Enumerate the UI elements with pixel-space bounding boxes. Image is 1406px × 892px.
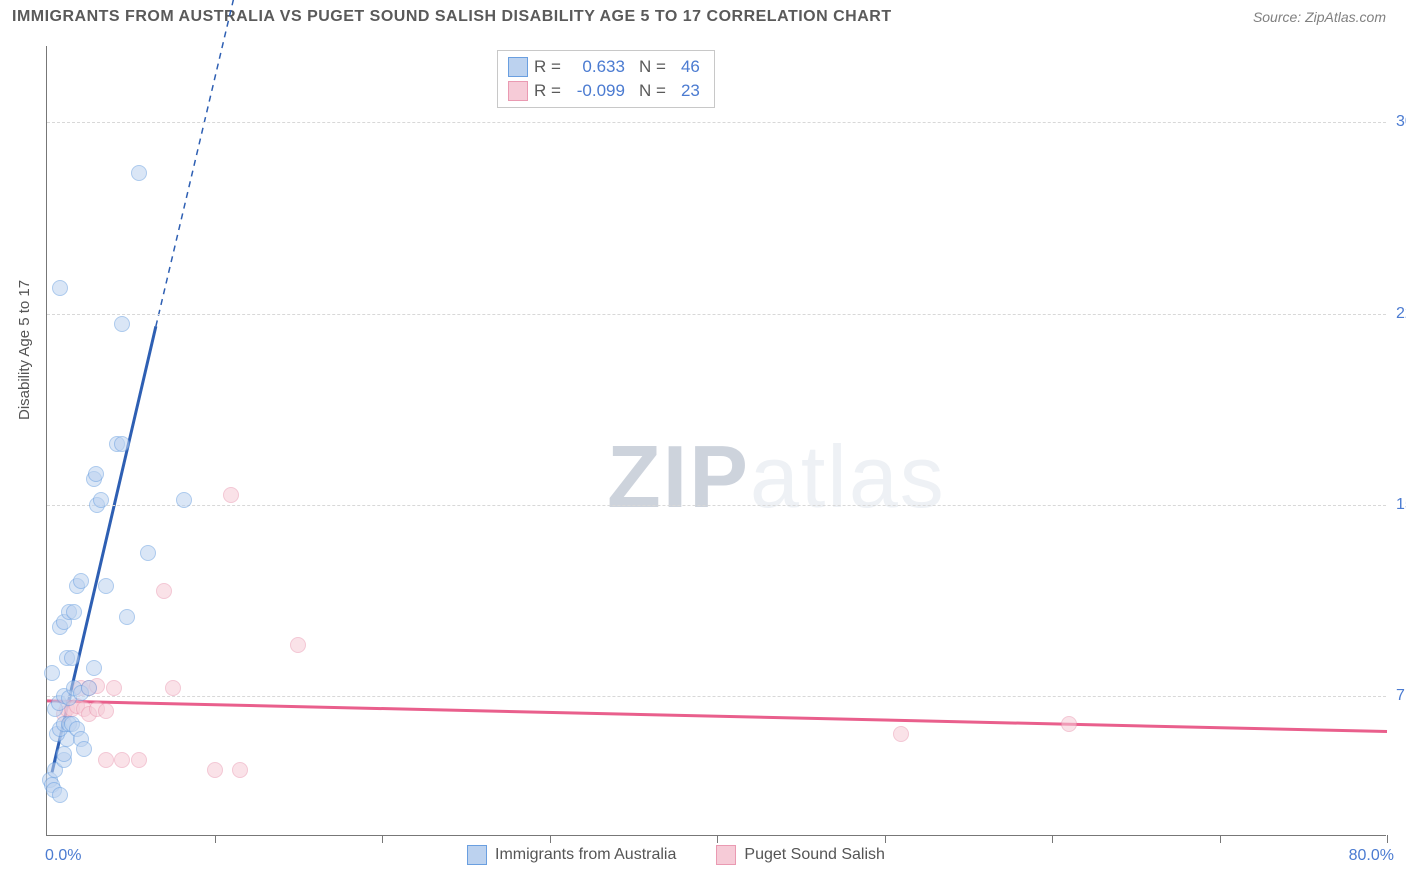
swatch-icon [467, 845, 487, 865]
y-tick-label: 22.5% [1396, 305, 1406, 323]
series-legend: Immigrants from Australia Puget Sound Sa… [467, 845, 885, 865]
x-tick [885, 835, 886, 843]
n-label: N = [639, 55, 666, 79]
data-point [93, 492, 109, 508]
data-point [106, 680, 122, 696]
r-label: R = [534, 55, 561, 79]
data-point [52, 787, 68, 803]
legend-row-series-2: R = -0.099 N = 23 [508, 79, 700, 103]
data-point [44, 665, 60, 681]
data-point [131, 752, 147, 768]
x-tick [550, 835, 551, 843]
y-tick-label: 15.0% [1396, 496, 1406, 514]
swatch-series-2 [508, 81, 528, 101]
data-point [232, 762, 248, 778]
n-label: N = [639, 79, 666, 103]
r-label: R = [534, 79, 561, 103]
y-axis-title: Disability Age 5 to 17 [16, 280, 33, 420]
r-value-2: -0.099 [567, 79, 625, 103]
source-attribution: Source: ZipAtlas.com [1253, 9, 1386, 25]
legend-label-2: Puget Sound Salish [744, 846, 885, 864]
x-tick [1387, 835, 1388, 843]
correlation-legend: R = 0.633 N = 46 R = -0.099 N = 23 [497, 50, 715, 108]
source-label: Source: [1253, 9, 1305, 25]
gridline [47, 505, 1386, 506]
data-point [73, 573, 89, 589]
x-tick [382, 835, 383, 843]
data-point [1061, 716, 1077, 732]
n-value-1: 46 [672, 55, 700, 79]
data-point [290, 637, 306, 653]
data-point [98, 703, 114, 719]
swatch-icon [716, 845, 736, 865]
data-point [66, 604, 82, 620]
y-tick-label: 30.0% [1396, 113, 1406, 131]
legend-item-1: Immigrants from Australia [467, 845, 676, 865]
data-point [131, 165, 147, 181]
gridline [47, 314, 1386, 315]
data-point [165, 680, 181, 696]
data-point [207, 762, 223, 778]
y-tick-label: 7.5% [1396, 687, 1406, 705]
data-point [98, 578, 114, 594]
data-point [88, 466, 104, 482]
data-point [86, 660, 102, 676]
data-point [156, 583, 172, 599]
data-point [64, 650, 80, 666]
gridline [47, 122, 1386, 123]
x-tick [215, 835, 216, 843]
x-tick [1052, 835, 1053, 843]
x-tick-label-max: 80.0% [1349, 847, 1394, 865]
swatch-series-1 [508, 57, 528, 77]
data-point [176, 492, 192, 508]
data-point [114, 436, 130, 452]
n-value-2: 23 [672, 79, 700, 103]
data-point [223, 487, 239, 503]
chart-header: IMMIGRANTS FROM AUSTRALIA VS PUGET SOUND… [0, 0, 1406, 34]
chart-title: IMMIGRANTS FROM AUSTRALIA VS PUGET SOUND… [12, 8, 892, 26]
data-point [52, 280, 68, 296]
data-point [114, 752, 130, 768]
legend-label-1: Immigrants from Australia [495, 846, 676, 864]
x-tick-label-min: 0.0% [45, 847, 81, 865]
data-point [119, 609, 135, 625]
data-point [81, 680, 97, 696]
legend-row-series-1: R = 0.633 N = 46 [508, 55, 700, 79]
data-point [893, 726, 909, 742]
data-point [114, 316, 130, 332]
data-point [98, 752, 114, 768]
trend-lines [47, 46, 1386, 835]
trend-line [47, 701, 1387, 732]
source-name: ZipAtlas.com [1305, 9, 1386, 25]
r-value-1: 0.633 [567, 55, 625, 79]
data-point [140, 545, 156, 561]
gridline [47, 696, 1386, 697]
data-point [76, 741, 92, 757]
legend-item-2: Puget Sound Salish [716, 845, 885, 865]
x-tick [717, 835, 718, 843]
trend-line-extrapolation [156, 0, 265, 326]
data-point [56, 746, 72, 762]
x-tick [1220, 835, 1221, 843]
scatter-plot-area: ZIPatlas R = 0.633 N = 46 R = -0.099 N =… [46, 46, 1386, 836]
